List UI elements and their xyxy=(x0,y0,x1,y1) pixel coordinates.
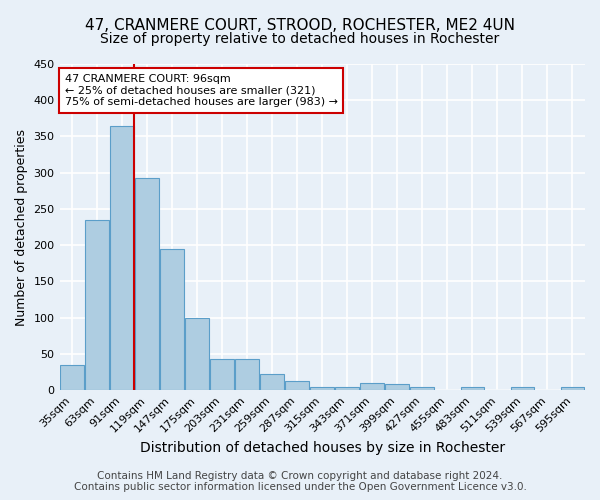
Bar xyxy=(385,384,409,390)
Bar xyxy=(160,249,184,390)
Bar xyxy=(560,388,584,390)
Bar xyxy=(60,365,84,390)
Text: Contains HM Land Registry data © Crown copyright and database right 2024.
Contai: Contains HM Land Registry data © Crown c… xyxy=(74,471,526,492)
Text: Size of property relative to detached houses in Rochester: Size of property relative to detached ho… xyxy=(100,32,500,46)
Bar xyxy=(361,383,384,390)
Bar xyxy=(85,220,109,390)
Bar xyxy=(310,386,334,390)
X-axis label: Distribution of detached houses by size in Rochester: Distribution of detached houses by size … xyxy=(140,441,505,455)
Y-axis label: Number of detached properties: Number of detached properties xyxy=(15,128,28,326)
Bar xyxy=(110,126,134,390)
Text: 47, CRANMERE COURT, STROOD, ROCHESTER, ME2 4UN: 47, CRANMERE COURT, STROOD, ROCHESTER, M… xyxy=(85,18,515,32)
Text: 47 CRANMERE COURT: 96sqm
← 25% of detached houses are smaller (321)
75% of semi-: 47 CRANMERE COURT: 96sqm ← 25% of detach… xyxy=(65,74,338,107)
Bar xyxy=(135,178,159,390)
Bar xyxy=(410,386,434,390)
Bar xyxy=(235,359,259,390)
Bar xyxy=(260,374,284,390)
Bar xyxy=(461,388,484,390)
Bar xyxy=(185,318,209,390)
Bar xyxy=(286,381,309,390)
Bar xyxy=(511,388,535,390)
Bar xyxy=(335,388,359,390)
Bar xyxy=(210,359,234,390)
